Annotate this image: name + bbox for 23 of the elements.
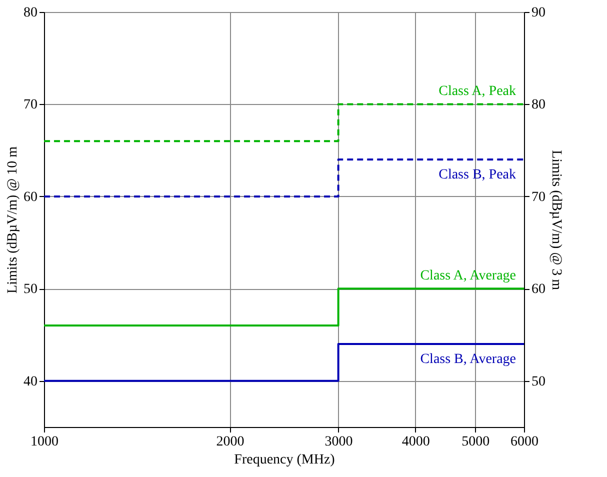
series-label: Class B, Average xyxy=(420,352,516,367)
series-label: Class A, Peak xyxy=(438,84,516,100)
x-tick-label: 3000 xyxy=(324,434,353,450)
y2-tick-label: 70 xyxy=(532,190,546,205)
x-tick-label: 1000 xyxy=(30,434,58,450)
x-tick-label: 4000 xyxy=(402,434,430,450)
x-tick-label: 5000 xyxy=(462,434,490,450)
y2-tick-label: 60 xyxy=(532,282,546,298)
x-tick-label: 6000 xyxy=(510,434,538,450)
y-tick-label: 70 xyxy=(24,98,38,113)
x-tick-label: 2000 xyxy=(216,434,244,450)
series-label: Class A, Average xyxy=(420,268,516,284)
y2-tick-label: 50 xyxy=(532,374,546,390)
y2-tick-label: 80 xyxy=(532,98,546,113)
series-label: Class B, Peak xyxy=(438,168,516,183)
y-tick-label: 40 xyxy=(24,374,38,390)
y2-tick-label: 90 xyxy=(532,6,546,20)
y-tick-label: 50 xyxy=(24,282,38,298)
y-tick-label: 80 xyxy=(24,6,38,20)
y-axis-title: Limits (dBµV/m) @ 10 m xyxy=(6,146,20,294)
y2-axis-title: Limits (dBµV/m) @ 3 m xyxy=(548,150,564,290)
x-axis-title: Frequency (MHz) xyxy=(234,452,336,468)
y-tick-label: 60 xyxy=(24,190,38,205)
